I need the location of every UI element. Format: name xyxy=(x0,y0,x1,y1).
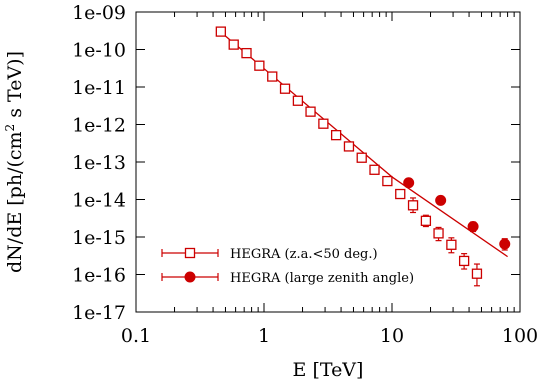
data-point-square xyxy=(343,141,355,152)
y-axis-label-superscript: 2 xyxy=(3,124,17,132)
data-point-square xyxy=(267,71,278,82)
y-tick-label: 1e-16 xyxy=(72,265,126,287)
y-tick-label: 1e-17 xyxy=(72,302,126,324)
legend-marker-circle xyxy=(184,271,196,283)
x-axis-label: E [TeV] xyxy=(293,359,364,381)
data-markers-layer xyxy=(215,26,511,287)
y-axis-label-part-1: dN/dE [ph/(cm xyxy=(4,131,26,273)
data-point-square xyxy=(330,129,342,141)
y-axis-ticks: 1e-09 1e-10 1e-11 1e-12 1e-13 1e-14 1e-15 1e-16… xyxy=(72,2,520,324)
y-axis-label-part-2: s TeV)] xyxy=(4,51,26,124)
plot-frame xyxy=(135,11,521,313)
x-tick-label: 0.1 xyxy=(121,325,151,347)
data-point-circle xyxy=(435,194,447,206)
data-point-square xyxy=(356,152,367,163)
data-point-circle xyxy=(467,221,479,233)
y-axis-label: dN/dE [ph/(cm2 s TeV)] xyxy=(3,51,26,273)
x-axis-ticks: 0.1 1 10 100 xyxy=(121,12,538,347)
data-point-square xyxy=(446,239,457,250)
data-point-square xyxy=(318,118,329,129)
data-point-square xyxy=(228,39,239,50)
data-point-square xyxy=(305,106,316,117)
data-point-square xyxy=(420,215,432,226)
legend-entry-label: HEGRA (z.a.<50 deg.) xyxy=(230,247,378,262)
data-point-square xyxy=(433,228,444,239)
x-tick-label: 100 xyxy=(502,325,538,347)
data-point-square xyxy=(382,175,393,187)
data-point-square xyxy=(458,255,470,267)
y-tick-label: 1e-14 xyxy=(72,190,126,212)
y-tick-label: 1e-09 xyxy=(72,2,126,24)
y-tick-label: 1e-10 xyxy=(72,40,126,62)
data-point-square xyxy=(254,60,265,71)
legend: HEGRA (z.a.<50 deg.) HEGRA (large zenith … xyxy=(161,247,414,286)
x-tick-label: 10 xyxy=(380,325,404,347)
y-tick-label: 1e-15 xyxy=(72,227,126,249)
legend-entry-label: HEGRA (large zenith angle) xyxy=(230,271,414,286)
data-point-square xyxy=(407,200,419,211)
y-tick-label: 1e-12 xyxy=(72,115,126,137)
data-point-circle xyxy=(499,238,511,250)
y-tick-label: 1e-13 xyxy=(72,152,126,174)
data-point-square xyxy=(395,188,406,200)
legend-marker-square xyxy=(184,247,196,259)
data-point-square xyxy=(471,268,483,279)
data-point-square xyxy=(215,26,226,37)
x-tick-label: 1 xyxy=(258,325,270,347)
data-point-square xyxy=(369,164,380,175)
data-point-square xyxy=(292,95,304,106)
data-point-square xyxy=(279,83,291,94)
data-point-circle xyxy=(403,177,415,189)
y-tick-label: 1e-11 xyxy=(72,77,126,99)
data-point-square xyxy=(241,47,252,59)
